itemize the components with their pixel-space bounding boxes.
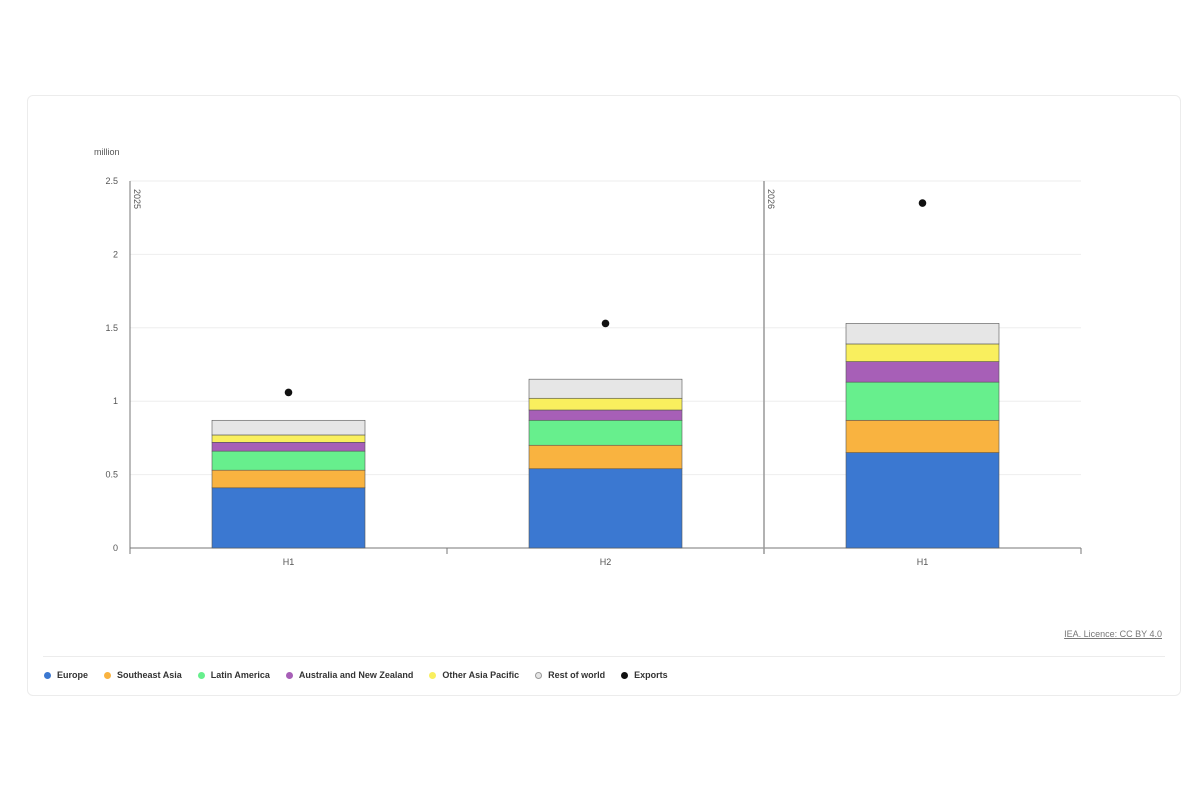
legend-label: Rest of world	[548, 670, 606, 680]
legend-swatch	[104, 671, 112, 679]
bar-segment-australia-and-new-zealand[interactable]	[528, 409, 683, 421]
y-tick-label: 2.5	[105, 176, 118, 186]
exports-point[interactable]	[284, 388, 293, 397]
legend-swatch	[429, 671, 437, 679]
bar-segment-southeast-asia[interactable]	[845, 419, 1000, 453]
legend-item-other-asia-pacific[interactable]: Other Asia Pacific	[429, 670, 519, 680]
legend-item-rest-of-world[interactable]: Rest of world	[535, 670, 605, 680]
bar-segment-other-asia-pacific[interactable]	[211, 434, 366, 443]
bar-segment-southeast-asia[interactable]	[211, 469, 366, 489]
bar-segment-australia-and-new-zealand[interactable]	[211, 442, 366, 452]
legend-label: Southeast Asia	[117, 670, 182, 680]
bar-segment-latin-america[interactable]	[845, 381, 1000, 421]
y-unit-label: million	[94, 147, 120, 157]
stacked-bar-chart: 0 0.5 1 1.5 2 2.5 million 2025 2026 H1 H2 H1	[94, 147, 1082, 567]
x-tick-label: H1	[283, 557, 295, 567]
y-tick-label: 0.5	[105, 470, 118, 480]
y-tick-label: 2	[113, 249, 118, 259]
bar-segment-southeast-asia[interactable]	[528, 444, 683, 470]
bar-segment-europe[interactable]	[845, 452, 1000, 549]
legend-item-latin-america[interactable]: Latin America	[197, 670, 270, 680]
y-tick-label: 1.5	[105, 323, 118, 333]
period-label: 2026	[766, 189, 776, 209]
bar-segment-australia-and-new-zealand[interactable]	[845, 361, 1000, 383]
bar-segment-europe[interactable]	[528, 468, 683, 549]
bar-segment-latin-america[interactable]	[211, 450, 366, 471]
legend-label: Europe	[57, 670, 89, 680]
bar-segment-rest-of-world[interactable]	[528, 378, 683, 399]
exports-point[interactable]	[601, 319, 610, 328]
legend-item-europe[interactable]: Europe	[44, 670, 88, 680]
legend-item-southeast-asia[interactable]: Southeast Asia	[104, 670, 182, 680]
y-tick-label: 0	[113, 543, 118, 553]
bar-segment-europe[interactable]	[211, 487, 366, 549]
legend-item-australia-and-new-zealand[interactable]: Australia and New Zealand	[285, 670, 414, 680]
legend-item-exports[interactable]: Exports	[621, 670, 668, 680]
source-link[interactable]: IEA. Licence: CC BY 4.0	[1064, 629, 1162, 639]
bar-segment-latin-america[interactable]	[528, 419, 683, 446]
exports-point[interactable]	[918, 199, 927, 207]
chart-card: 0 0.5 1 1.5 2 2.5 million 2025 2026 H1 H2 H1 IEA. L…	[27, 95, 1181, 696]
legend-label: Australia and New Zealand	[298, 670, 414, 680]
x-tick-label: H2	[600, 557, 612, 567]
period-label: 2025	[132, 189, 142, 209]
x-tick-label: H1	[917, 557, 929, 567]
y-tick-label: 1	[113, 396, 118, 406]
chart-legend: Europe Southeast Asia Latin America Austral…	[44, 670, 668, 680]
bar-segment-rest-of-world[interactable]	[845, 323, 1000, 345]
bar-segment-rest-of-world[interactable]	[211, 419, 366, 436]
legend-swatch	[44, 671, 51, 679]
legend-label: Exports	[634, 670, 668, 680]
legend-swatch	[285, 671, 293, 679]
bar-segment-other-asia-pacific[interactable]	[845, 343, 1000, 362]
legend-label: Latin America	[210, 670, 270, 680]
bar-segment-other-asia-pacific[interactable]	[528, 397, 683, 411]
legend-swatch	[621, 671, 629, 679]
legend-label: Other Asia Pacific	[442, 670, 520, 680]
legend-divider	[43, 656, 1165, 657]
legend-swatch	[535, 671, 543, 679]
legend-swatch	[197, 671, 205, 679]
